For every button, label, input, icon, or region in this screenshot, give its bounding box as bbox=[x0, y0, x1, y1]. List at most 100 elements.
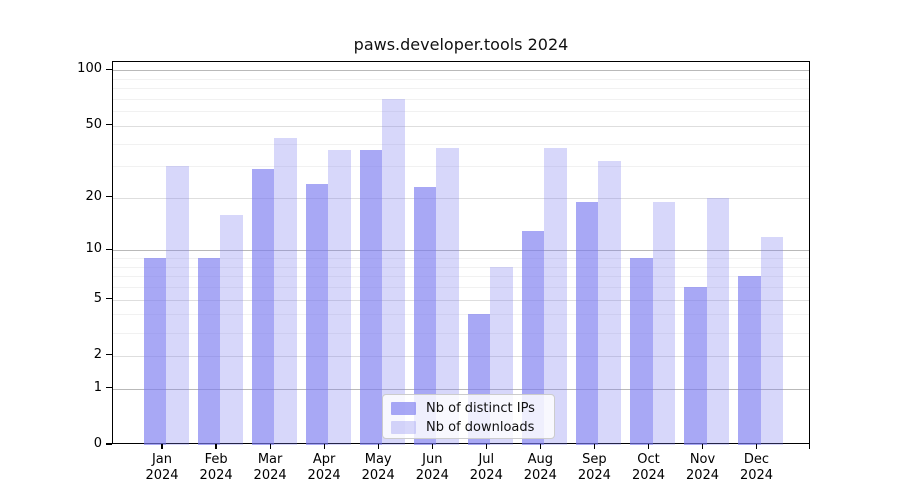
x-tick-mark bbox=[701, 444, 704, 449]
y-tick-mark bbox=[106, 124, 112, 126]
x-tick-mark bbox=[161, 444, 163, 449]
x-tick-mark bbox=[485, 444, 487, 449]
gridline-minor bbox=[113, 99, 809, 100]
x-tick-mark-edge bbox=[808, 444, 810, 449]
y-tick-mark bbox=[106, 68, 112, 70]
y-tick-label: 10 bbox=[85, 241, 102, 257]
y-tick-mark bbox=[106, 443, 112, 445]
y-tick-mark bbox=[106, 248, 112, 250]
bar-downloads-feb bbox=[220, 215, 243, 445]
bar-distinct-ips-jan bbox=[143, 258, 166, 445]
gridline-minor bbox=[113, 143, 809, 145]
x-tick-label-jan: Jan 2024 bbox=[132, 452, 192, 483]
y-tick-mark bbox=[106, 196, 112, 198]
y-tick-mark bbox=[106, 354, 112, 356]
y-tick-label: 0 bbox=[93, 436, 102, 451]
gridline-major bbox=[113, 125, 809, 127]
x-tick-year: 2024 bbox=[415, 467, 449, 483]
y-tick-label: 5 bbox=[93, 290, 102, 306]
bar-downloads-oct bbox=[652, 201, 675, 445]
gridlines-layer bbox=[113, 62, 809, 443]
x-tick-year: 2024 bbox=[253, 467, 287, 483]
x-tick-mark bbox=[269, 444, 271, 449]
x-tick-label-jun: Jun 2024 bbox=[402, 452, 462, 483]
x-tick-month: Jun bbox=[422, 452, 443, 467]
gridline-major bbox=[113, 70, 809, 72]
x-tick-label-nov: Nov 2024 bbox=[673, 452, 733, 483]
x-tick-label-dec: Dec 2024 bbox=[727, 452, 787, 483]
legend-swatch bbox=[391, 402, 416, 415]
bar-distinct-ips-mar bbox=[251, 168, 275, 445]
x-tick-label-mar: Mar 2024 bbox=[240, 452, 300, 483]
plot-area: Nb of distinct IPs Nb of downloads bbox=[112, 61, 810, 445]
gridline-major bbox=[113, 388, 809, 390]
x-tick-mark bbox=[593, 444, 596, 449]
x-tick-label-aug: Aug 2024 bbox=[510, 452, 570, 483]
x-tick-year: 2024 bbox=[523, 467, 557, 483]
gridline-minor bbox=[113, 287, 809, 289]
legend-item-downloads: Nb of downloads bbox=[391, 418, 548, 437]
gridline-minor bbox=[113, 314, 809, 316]
x-tick-month: Jan bbox=[151, 452, 173, 467]
y-tick-mark bbox=[106, 387, 112, 389]
x-tick-year: 2024 bbox=[469, 467, 503, 483]
gridline-minor bbox=[113, 111, 809, 113]
bar-downloads-may bbox=[382, 99, 405, 445]
bar-downloads-apr bbox=[328, 149, 351, 445]
x-tick-month: Dec bbox=[743, 452, 770, 467]
y-tick-label: 20 bbox=[85, 188, 102, 204]
bar-downloads-nov bbox=[706, 197, 729, 445]
y-tick-label: 1 bbox=[93, 379, 102, 395]
x-tick-year: 2024 bbox=[307, 467, 341, 483]
bar-downloads-mar bbox=[274, 137, 297, 445]
x-tick-label-apr: Apr 2024 bbox=[294, 452, 354, 483]
x-tick-month: Aug bbox=[527, 452, 553, 467]
x-tick-month: Jul bbox=[478, 452, 495, 467]
legend-item-distinct-ips: Nb of distinct IPs bbox=[391, 399, 548, 418]
bar-distinct-ips-sep bbox=[575, 201, 599, 445]
bar-distinct-ips-jun bbox=[413, 187, 437, 445]
bar-downloads-jan bbox=[166, 166, 189, 445]
bar-distinct-ips-aug bbox=[521, 230, 545, 445]
bar-downloads-dec bbox=[760, 236, 783, 445]
gridline-major bbox=[113, 250, 809, 252]
legend-swatch bbox=[391, 421, 416, 434]
x-tick-label-jul: Jul 2024 bbox=[456, 452, 516, 483]
x-tick-year: 2024 bbox=[739, 467, 774, 483]
x-tick-mark bbox=[539, 444, 541, 449]
x-tick-label-sep: Sep 2024 bbox=[564, 452, 624, 483]
x-tick-year: 2024 bbox=[145, 467, 179, 483]
x-tick-month: May bbox=[364, 452, 392, 467]
x-tick-label-oct: Oct 2024 bbox=[619, 452, 679, 483]
gridline-minor bbox=[113, 78, 809, 80]
x-tick-month: Feb bbox=[204, 452, 228, 467]
bar-downloads-sep bbox=[598, 161, 621, 445]
y-tick-mark bbox=[106, 297, 112, 300]
legend: Nb of distinct IPs Nb of downloads bbox=[382, 394, 555, 439]
x-tick-mark bbox=[215, 444, 217, 449]
legend-label: Nb of downloads bbox=[426, 420, 535, 435]
x-tick-month: Sep bbox=[582, 452, 607, 467]
x-tick-mark bbox=[755, 444, 758, 449]
gridline-minor bbox=[113, 276, 809, 278]
bar-distinct-ips-nov bbox=[684, 287, 707, 445]
x-tick-year: 2024 bbox=[631, 467, 666, 483]
gridline-major bbox=[113, 197, 809, 199]
gridline-major bbox=[113, 299, 809, 301]
x-tick-year: 2024 bbox=[577, 467, 611, 483]
x-tick-year: 2024 bbox=[361, 467, 395, 483]
bar-downloads-jun bbox=[436, 147, 459, 445]
x-tick-month: Apr bbox=[312, 452, 336, 467]
bar-distinct-ips-apr bbox=[305, 183, 329, 445]
bar-downloads-aug bbox=[544, 147, 567, 445]
bar-distinct-ips-may bbox=[359, 149, 383, 445]
gridline-minor bbox=[113, 266, 809, 268]
x-tick-mark bbox=[377, 444, 379, 449]
x-tick-month: Mar bbox=[257, 452, 283, 467]
y-tick-label: 100 bbox=[77, 61, 102, 77]
gridline-minor bbox=[113, 258, 809, 260]
chart-title: paws.developer.tools 2024 bbox=[353, 35, 569, 54]
x-tick-mark bbox=[323, 444, 325, 449]
y-tick-label: 2 bbox=[93, 346, 102, 362]
bars-layer bbox=[113, 62, 809, 445]
